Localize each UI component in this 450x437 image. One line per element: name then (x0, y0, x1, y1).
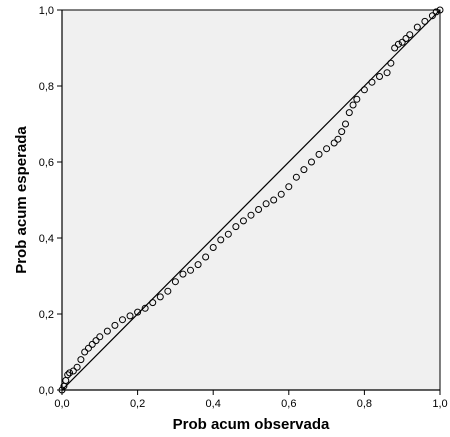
data-point (81, 348, 89, 356)
data-point (64, 371, 72, 379)
x-axis-title: Prob acum observada (173, 416, 330, 433)
data-point (156, 293, 164, 301)
data-point (73, 363, 81, 371)
data-point (103, 327, 111, 335)
data-point (338, 128, 346, 136)
x-tick-label: 0,2 (130, 398, 145, 410)
data-point (209, 244, 217, 251)
data-point (149, 299, 157, 307)
data-point (323, 145, 331, 153)
x-tick-label: 1,0 (432, 398, 447, 410)
data-point (285, 183, 293, 191)
data-point (194, 261, 202, 269)
y-axis-ticks: 0,0 0,2 0,4 0,6 0,8 1,0 (39, 5, 62, 397)
data-point (224, 230, 232, 238)
data-point (432, 8, 440, 16)
y-tick-label: 0,8 (39, 81, 54, 93)
data-point (179, 270, 187, 278)
data-point (262, 200, 270, 208)
data-point (376, 73, 384, 80)
data-point (292, 173, 300, 181)
data-point (239, 217, 247, 225)
data-point (353, 95, 361, 103)
data-points (58, 6, 444, 394)
data-point (66, 369, 74, 377)
data-point (134, 308, 142, 316)
data-point (92, 337, 100, 345)
data-point (232, 223, 240, 231)
data-point (307, 158, 315, 166)
data-point (421, 17, 429, 25)
reference-line (61, 9, 441, 391)
data-point (171, 278, 179, 286)
data-point (398, 38, 406, 46)
data-point (315, 150, 323, 158)
data-point (360, 86, 368, 94)
y-tick-label: 1,0 (39, 5, 54, 17)
data-point (330, 139, 338, 147)
data-point (96, 333, 104, 341)
data-point (277, 190, 285, 198)
data-point (334, 135, 342, 143)
x-tick-label: 0,4 (206, 398, 221, 410)
y-tick-label: 0,4 (39, 233, 54, 245)
data-point (428, 12, 436, 20)
data-point (141, 304, 149, 312)
x-tick-label: 0,8 (357, 398, 372, 410)
data-point (387, 59, 395, 67)
data-point (77, 356, 85, 364)
data-point (368, 78, 376, 86)
data-point (69, 367, 77, 375)
data-point (345, 109, 353, 117)
data-point (391, 44, 399, 52)
data-point (394, 40, 402, 48)
data-point (342, 120, 349, 128)
data-point (164, 287, 172, 295)
x-axis-ticks: 0,0 0,2 0,4 0,6 0,8 1,0 (54, 390, 448, 410)
x-tick-label: 0,6 (281, 398, 296, 410)
data-point (255, 206, 263, 213)
y-tick-label: 0,2 (39, 309, 54, 321)
y-tick-label: 0,0 (39, 385, 54, 397)
data-point (118, 316, 126, 324)
data-point (270, 196, 278, 204)
data-point (349, 101, 357, 109)
data-point (383, 69, 391, 77)
data-point (406, 31, 414, 39)
y-axis-title: Prob acum esperada (13, 126, 30, 274)
x-tick-label: 0,0 (54, 398, 69, 410)
data-point (300, 166, 308, 174)
data-point (187, 266, 195, 274)
data-point (126, 312, 134, 320)
data-point (88, 340, 96, 348)
y-tick-label: 0,6 (39, 157, 54, 169)
data-point (84, 344, 92, 352)
data-point (247, 211, 255, 219)
data-point (202, 253, 210, 261)
data-point (217, 236, 225, 244)
data-point (413, 23, 421, 31)
data-point (436, 6, 444, 14)
data-point (111, 321, 119, 329)
data-point (402, 35, 410, 42)
